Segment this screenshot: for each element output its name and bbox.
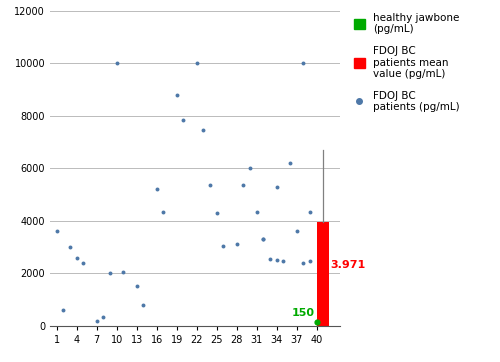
Point [106, 270, 114, 276]
Point [300, 60, 308, 66]
Point [92, 318, 100, 324]
Point [66, 244, 74, 250]
Point [240, 182, 248, 188]
Point [132, 283, 140, 289]
Point [192, 60, 200, 66]
Point [272, 184, 280, 190]
Point [232, 241, 240, 247]
Text: 3.971: 3.971 [330, 260, 366, 270]
Point [220, 243, 228, 249]
Point [72, 255, 80, 261]
Point [272, 257, 280, 263]
Point [172, 92, 180, 98]
Point [52, 228, 60, 234]
Point [286, 160, 294, 166]
Point [180, 117, 188, 123]
Legend: healthy jawbone
(pg/mL), FDOJ BC
patients mean
value (pg/mL), FDOJ BC
patients (: healthy jawbone (pg/mL), FDOJ BC patient… [351, 10, 463, 115]
Point [140, 302, 147, 308]
Point [160, 209, 168, 215]
Point [252, 209, 260, 215]
Point [206, 182, 214, 188]
Point [120, 269, 128, 275]
Text: 150: 150 [292, 308, 314, 319]
Point [312, 319, 320, 325]
Point [212, 210, 220, 216]
Point [306, 258, 314, 264]
Point [80, 260, 88, 266]
Bar [318, 222, 330, 326]
Point [100, 314, 108, 320]
Point [246, 165, 254, 171]
Point [60, 307, 68, 313]
Point [300, 260, 308, 266]
Point [152, 186, 160, 192]
Point [306, 209, 314, 215]
Point [112, 60, 120, 66]
Point [280, 258, 287, 264]
Point [292, 228, 300, 234]
Point [266, 256, 274, 262]
Point [200, 127, 207, 133]
Point [260, 236, 268, 242]
Point [260, 236, 268, 242]
